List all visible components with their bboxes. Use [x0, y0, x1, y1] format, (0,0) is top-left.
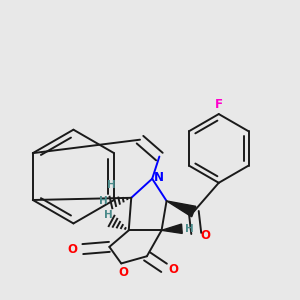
Text: H: H: [104, 210, 113, 220]
Polygon shape: [162, 224, 182, 233]
Polygon shape: [167, 201, 196, 217]
Text: H: H: [99, 196, 107, 206]
Text: O: O: [119, 266, 129, 279]
Text: F: F: [215, 98, 223, 111]
Text: N: N: [153, 171, 164, 184]
Text: H: H: [185, 224, 194, 234]
Text: H: H: [106, 180, 115, 190]
Text: O: O: [168, 263, 178, 276]
Text: O: O: [201, 230, 211, 242]
Text: O: O: [68, 243, 78, 256]
